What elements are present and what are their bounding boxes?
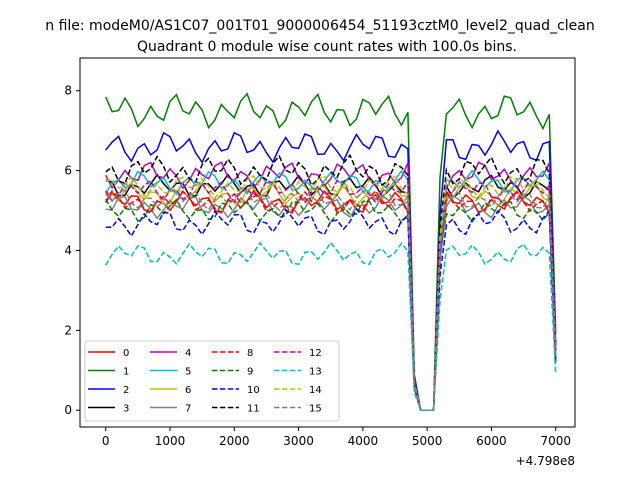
- legend-label: 15: [309, 404, 322, 415]
- series-line-12: [105, 178, 557, 411]
- series-line-8: [105, 188, 557, 411]
- legend-label: 9: [247, 367, 253, 378]
- x-axis-ticks: 0 1000 2000 3000 4000 5000 6000 7000: [102, 427, 571, 448]
- x-tick-label: 3000: [283, 434, 314, 448]
- y-tick-label: 8: [64, 84, 72, 98]
- y-axis-ticks: 0 2 4 6 8: [64, 84, 80, 417]
- figure-suptitle: n file: modeM0/AS1C07_001T01_9000006454_…: [45, 18, 594, 34]
- y-tick-label: 6: [64, 164, 72, 178]
- legend-label: 3: [123, 404, 129, 415]
- x-tick-label: 6000: [476, 434, 507, 448]
- plot-frame: [79, 57, 576, 428]
- series-line-11: [105, 153, 557, 411]
- x-tick-label: 2000: [219, 434, 250, 448]
- x-tick-label: 1000: [155, 434, 186, 448]
- x-axis-offset-label: +4.798e8: [516, 454, 575, 468]
- legend-label: 12: [309, 348, 322, 359]
- y-tick-label: 0: [64, 403, 72, 417]
- series-line-15: [105, 186, 557, 411]
- legend-label: 4: [185, 348, 191, 359]
- series-line-1: [105, 92, 557, 411]
- series-line-4: [105, 161, 557, 411]
- series-line-13: [105, 241, 557, 411]
- x-tick-label: 0: [102, 434, 110, 448]
- series-line-14: [105, 174, 557, 411]
- plot-lines: [105, 92, 557, 411]
- legend-label: 2: [123, 385, 129, 396]
- legend-label: 1: [123, 367, 129, 378]
- x-tick-label: 5000: [412, 434, 443, 448]
- legend-label: 10: [247, 385, 260, 396]
- legend-label: 14: [309, 385, 322, 396]
- legend-label: 7: [185, 404, 191, 415]
- legend-label: 6: [185, 385, 191, 396]
- legend-label: 11: [247, 404, 260, 415]
- x-tick-label: 4000: [348, 434, 379, 448]
- series-line-6: [105, 181, 557, 411]
- y-tick-label: 2: [64, 323, 72, 337]
- x-tick-label: 7000: [540, 434, 571, 448]
- chart-title: Quadrant 0 module wise count rates with …: [137, 39, 517, 55]
- legend-frame: [84, 340, 340, 422]
- y-tick-label: 4: [64, 243, 72, 257]
- legend-label: 5: [185, 367, 191, 378]
- legend-label: 0: [123, 348, 129, 359]
- series-line-10: [105, 207, 557, 411]
- legend-label: 8: [247, 348, 253, 359]
- legend-label: 13: [309, 367, 322, 378]
- series-line-2: [105, 129, 557, 411]
